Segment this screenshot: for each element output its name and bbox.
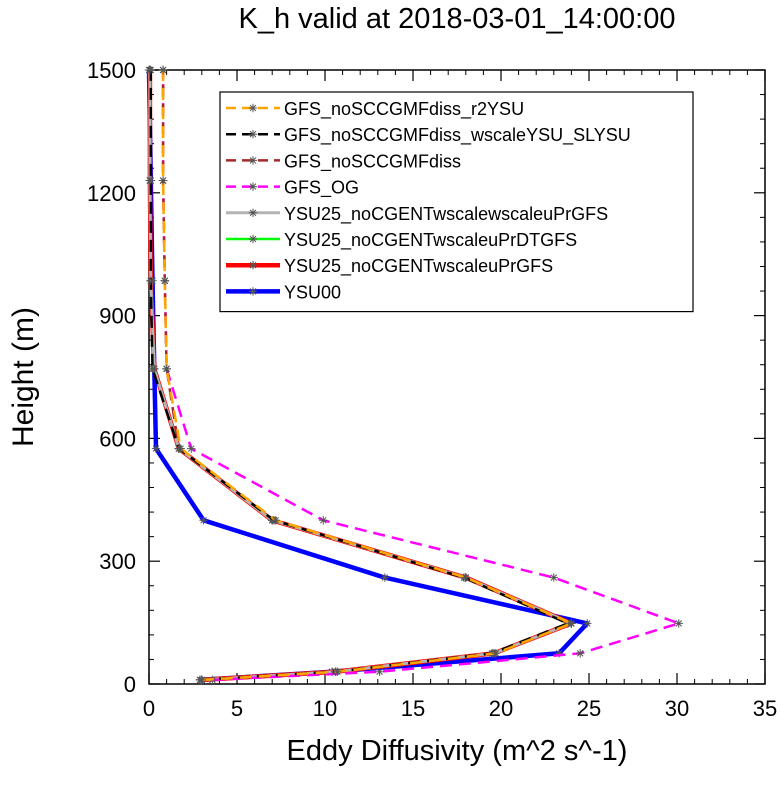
legend-label: GFS_noSCCGMFdiss xyxy=(284,151,461,172)
data-point-marker xyxy=(158,176,168,185)
legend-item: GFS_noSCCGMFdiss xyxy=(226,151,461,172)
x-axis-label: Eddy Diffusivity (m^2 s^-1) xyxy=(287,735,628,767)
series-GFS_noSCCGMFdiss_r2YSU xyxy=(158,65,576,685)
x-tick-label: 5 xyxy=(231,696,243,721)
x-tick-label: 20 xyxy=(489,696,513,721)
data-point-marker xyxy=(148,364,157,374)
legend-marker xyxy=(248,208,258,217)
data-point-marker xyxy=(146,176,155,185)
data-point-marker xyxy=(549,573,558,582)
y-axis-label: Height (m) xyxy=(7,307,40,447)
y-tick-label: 1500 xyxy=(87,58,136,83)
y-tick-label: 0 xyxy=(124,672,136,697)
x-tick-label: 15 xyxy=(401,696,425,721)
data-point-marker xyxy=(375,667,384,676)
data-point-marker xyxy=(158,65,168,75)
x-tick-label: 30 xyxy=(665,696,689,721)
legend-label: YSU00 xyxy=(284,282,341,302)
data-point-marker xyxy=(567,619,576,628)
data-point-marker xyxy=(319,516,328,525)
data-point-marker xyxy=(162,364,171,374)
x-tick-label: 0 xyxy=(143,696,155,721)
legend-marker xyxy=(248,234,258,244)
y-tick-label: 600 xyxy=(99,426,136,451)
data-point-marker xyxy=(491,649,500,658)
legend-label: GFS_OG xyxy=(284,178,359,199)
data-point-marker xyxy=(271,516,280,525)
legend-item: GFS_noSCCGMFdiss_wscaleYSU_SLYSU xyxy=(226,125,631,146)
y-tick-label: 300 xyxy=(99,549,136,574)
legend-label: GFS_noSCCGMFdiss_wscaleYSU_SLYSU xyxy=(284,125,631,146)
legend-item: YSU25_noCGENTwscaleuPrGFS xyxy=(226,256,553,277)
data-point-marker xyxy=(199,516,208,525)
y-tick-label: 1200 xyxy=(87,181,136,206)
x-tick-label: 35 xyxy=(753,696,777,721)
legend-item: GFS_noSCCGMFdiss_r2YSU xyxy=(226,99,524,120)
y-tick-label: 900 xyxy=(99,304,136,329)
legend-marker xyxy=(248,130,258,139)
legend-marker xyxy=(248,103,258,113)
x-axis: 0 5 10 15 20 25 30 35 xyxy=(143,70,777,721)
legend-item: GFS_OG xyxy=(226,178,359,199)
data-point-marker xyxy=(576,649,585,658)
data-point-marker xyxy=(187,444,196,453)
data-point-marker xyxy=(554,649,564,658)
data-point-marker xyxy=(380,573,390,582)
legend-item: YSU25_noCGENTwscalewscaleuPrGFS xyxy=(226,204,608,225)
data-point-marker xyxy=(674,619,683,628)
legend-marker xyxy=(248,182,258,191)
data-point-marker xyxy=(333,667,342,676)
data-point-marker xyxy=(146,65,155,75)
data-point-marker xyxy=(146,276,155,286)
legend-marker xyxy=(248,261,258,270)
data-point-marker xyxy=(197,675,206,685)
legend: GFS_noSCCGMFdiss_r2YSU GFS_noSCCGMFdiss_w… xyxy=(219,91,694,313)
x-tick-label: 10 xyxy=(313,696,337,721)
data-point-marker xyxy=(151,444,161,453)
legend-item: YSU25_noCGENTwscaleuPrDTGFS xyxy=(226,230,577,251)
x-tick-label: 25 xyxy=(577,696,601,721)
legend-marker xyxy=(248,156,258,165)
legend-item: YSU00 xyxy=(226,282,341,302)
legend-label: YSU25_noCGENTwscalewscaleuPrGFS xyxy=(284,204,608,225)
legend-label: YSU25_noCGENTwscaleuPrDTGFS xyxy=(284,230,577,251)
data-point-marker xyxy=(461,573,470,582)
data-point-marker xyxy=(176,444,185,453)
data-point-marker xyxy=(583,619,592,628)
data-point-marker xyxy=(160,276,170,286)
legend-marker xyxy=(248,287,258,296)
legend-label: GFS_noSCCGMFdiss_r2YSU xyxy=(284,99,524,120)
series-layer xyxy=(144,65,683,685)
legend-box xyxy=(219,91,694,313)
legend-label: YSU25_noCGENTwscaleuPrGFS xyxy=(284,256,553,277)
chart-title: K_h valid at 2018-03-01_14:00:00 xyxy=(239,3,676,35)
plot-area-frame xyxy=(148,69,766,685)
